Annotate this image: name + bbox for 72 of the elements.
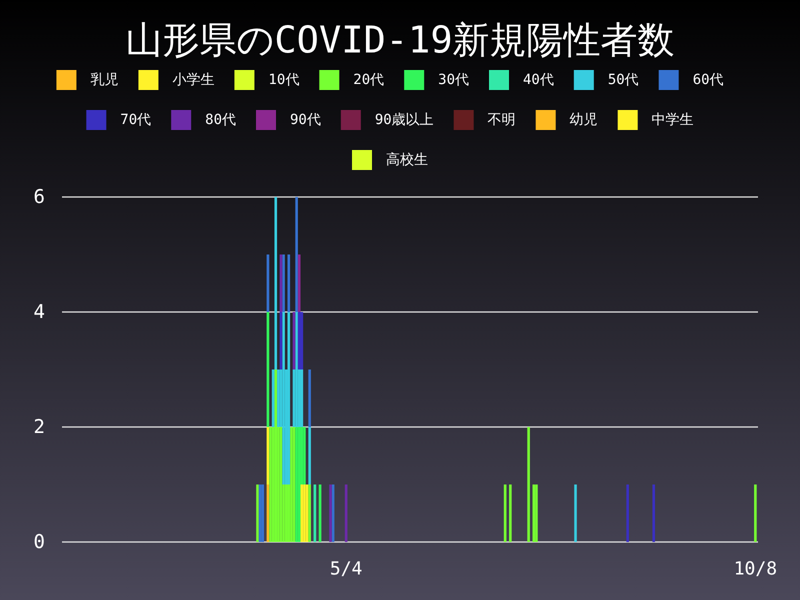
- bar: [274, 197, 278, 370]
- bar: [306, 484, 308, 542]
- bar: [754, 484, 757, 542]
- bar: [269, 427, 272, 542]
- bar: [344, 484, 348, 542]
- bar: [282, 312, 285, 484]
- legend-label: 乳児: [90, 72, 118, 88]
- bar: [266, 427, 270, 484]
- legend-label: 60代: [692, 72, 724, 88]
- legend-label: 30代: [438, 72, 469, 88]
- bar: [300, 484, 304, 542]
- legend-label: 90歳以上: [374, 112, 434, 128]
- bar: [574, 484, 577, 542]
- legend-label: 80代: [205, 112, 236, 128]
- bar: [261, 484, 264, 542]
- bar: [284, 484, 288, 542]
- legend-label: 20代: [353, 72, 384, 88]
- bar: [295, 312, 298, 427]
- bar: [272, 370, 274, 427]
- bar: [280, 427, 282, 542]
- x-tick-label: 5/4: [330, 558, 362, 580]
- y-tick-label: 4: [34, 301, 45, 323]
- bar: [532, 484, 536, 542]
- x-tick-label: 10/8: [734, 558, 778, 580]
- bar: [277, 370, 280, 427]
- y-tick-label: 2: [34, 416, 45, 438]
- bar: [509, 484, 512, 542]
- bar: [266, 254, 270, 312]
- bar: [287, 312, 290, 484]
- y-tick-label: 6: [34, 186, 45, 208]
- chart-title: 山形県のCOVID-19新規陽性者数: [125, 18, 675, 62]
- y-tick-label: 0: [34, 531, 45, 553]
- bar: [298, 427, 301, 542]
- bar: [318, 484, 322, 542]
- bar: [504, 484, 506, 542]
- legend-label: 幼児: [570, 112, 598, 128]
- bar: [295, 197, 298, 312]
- legend-label: 小学生: [172, 72, 214, 88]
- bar: [256, 484, 259, 542]
- bar: [332, 484, 334, 542]
- bar: [303, 484, 306, 542]
- bar: [266, 484, 270, 542]
- bar: [280, 254, 282, 312]
- legend-label: 中学生: [652, 112, 694, 128]
- bar: [303, 427, 306, 484]
- bar: [258, 484, 262, 542]
- legend-label: 70代: [120, 112, 152, 128]
- bar: [280, 312, 282, 370]
- bar: [282, 254, 285, 312]
- bar: [626, 484, 629, 542]
- bar: [298, 254, 301, 312]
- bar: [290, 427, 293, 542]
- bar: [308, 370, 311, 427]
- bar: [266, 312, 270, 427]
- legend-label: 40代: [523, 72, 554, 88]
- bar: [274, 370, 278, 542]
- legend-label: 90代: [290, 112, 321, 128]
- bar: [652, 484, 656, 542]
- legend-label: 10代: [268, 72, 300, 88]
- bar: [292, 427, 296, 542]
- bar: [295, 427, 298, 542]
- bar: [287, 254, 290, 312]
- legend-label: 高校生: [386, 152, 428, 168]
- bar: [308, 427, 311, 484]
- bar: [329, 484, 332, 542]
- bar: [292, 312, 296, 370]
- bar: [314, 484, 316, 542]
- legend-label: 不明: [488, 112, 516, 128]
- legend-label: 50代: [608, 72, 639, 88]
- bar: [527, 427, 530, 542]
- bar: [535, 484, 538, 542]
- bar: [308, 484, 311, 542]
